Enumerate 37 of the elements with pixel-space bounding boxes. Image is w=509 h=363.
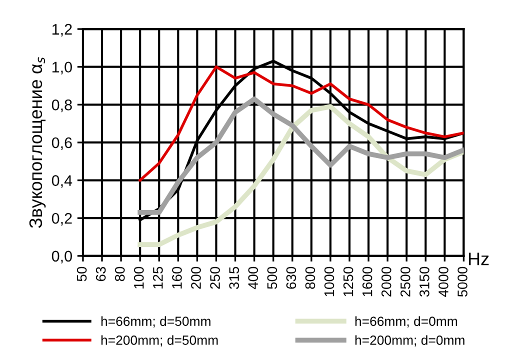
x-tick-label: 250 [210, 266, 220, 289]
x-tick-label: 500 [267, 266, 278, 289]
y-tick-label: 0,4 [52, 175, 72, 188]
x-tick-label: 125 [153, 266, 163, 288]
x-tick-label: 2500 [400, 266, 410, 297]
x-tick-label: 315 [229, 266, 239, 289]
legend-label: h=66mm; d=0mm [355, 316, 458, 328]
x-tick-label: 80 [114, 266, 125, 282]
x-axis-title: Hz [468, 252, 489, 266]
y-tick-label: 0,8 [52, 100, 72, 112]
line-series [138, 104, 464, 247]
x-tick-label: 800 [305, 266, 316, 289]
x-tick-label: 63 [96, 266, 106, 282]
x-tick-label: 400 [248, 266, 258, 290]
line-series [138, 65, 464, 182]
y-tick-label: 0,2 [52, 212, 72, 226]
x-tick-label: 1250 [343, 266, 354, 296]
x-tick-label: 200 [191, 266, 201, 289]
x-tick-label: 1600 [362, 266, 372, 296]
legend-label: h=200mm; d=0mm [355, 335, 464, 346]
line-series [138, 96, 464, 215]
y-tick-label: 1,2 [52, 24, 72, 37]
x-tick-label: 630 [286, 266, 296, 289]
x-tick-label: 50 [76, 266, 87, 282]
legend-label: h=66mm; d=50mm [101, 316, 210, 328]
x-tick-label: 160 [172, 266, 182, 288]
x-tick-label: 5000 [458, 266, 468, 297]
x-tick-label: 1000 [324, 266, 334, 296]
x-tick-label: 2000 [381, 266, 392, 297]
legend-label: h=200mm; d=50mm [101, 335, 218, 346]
y-tick-label: 0,6 [52, 137, 72, 150]
y-tick-label: 0,0 [52, 250, 72, 264]
x-tick-label: 4000 [438, 266, 448, 297]
y-tick-label: 1,0 [52, 62, 72, 74]
y-axis-title: Звукопоглощение α$_{s}$ [29, 57, 46, 228]
x-tick-label: 100 [134, 266, 144, 288]
x-tick-label: 3150 [420, 266, 430, 297]
